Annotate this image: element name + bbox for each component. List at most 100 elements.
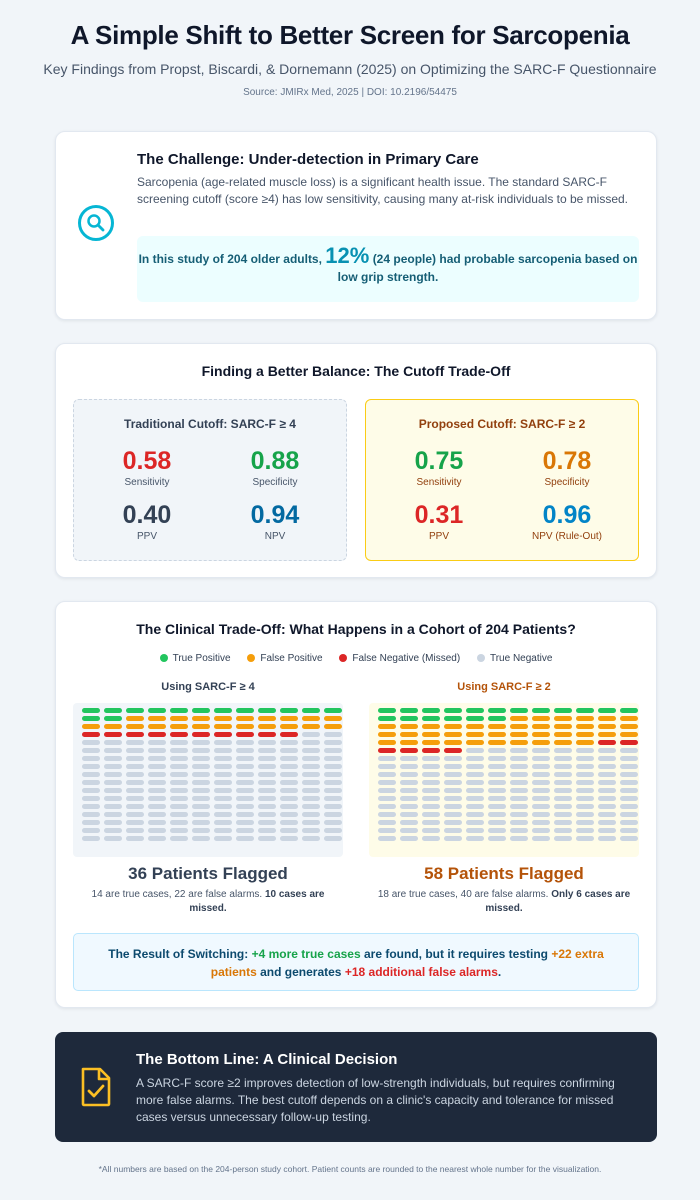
true-positive-pill xyxy=(554,708,572,713)
true-negative-pill xyxy=(126,740,144,745)
tradeoff-title: The Clinical Trade-Off: What Happens in … xyxy=(136,621,576,637)
true-positive-pill xyxy=(466,716,484,721)
true-negative-pill xyxy=(82,780,100,785)
true-negative-pill xyxy=(170,764,188,769)
true-negative-pill xyxy=(444,788,462,793)
true-negative-pill xyxy=(324,780,342,785)
true-negative-pill xyxy=(466,804,484,809)
true-negative-pill xyxy=(236,836,254,841)
false-positive-pill xyxy=(488,724,506,729)
true-negative-pill xyxy=(126,828,144,833)
true-negative-pill xyxy=(532,820,550,825)
true-negative-pill xyxy=(214,756,232,761)
desc-bold: Only 6 cases are missed. xyxy=(485,889,631,914)
true-negative-pill xyxy=(192,804,210,809)
pill-grid xyxy=(82,708,342,841)
true-negative-pill xyxy=(82,772,100,777)
false-positive-pill xyxy=(510,740,528,745)
true-negative-pill xyxy=(302,812,320,817)
true-negative-pill xyxy=(148,812,166,817)
true-negative-pill xyxy=(444,780,462,785)
true-negative-pill xyxy=(302,756,320,761)
true-negative-pill xyxy=(532,812,550,817)
false-positive-pill xyxy=(554,740,572,745)
true-negative-pill xyxy=(532,756,550,761)
true-negative-pill xyxy=(620,788,638,793)
true-negative-pill xyxy=(302,836,320,841)
true-negative-pill xyxy=(620,836,638,841)
true-negative-pill xyxy=(324,772,342,777)
true-negative-pill xyxy=(378,788,396,793)
desc-bold: 10 cases are missed. xyxy=(189,889,325,914)
true-negative-pill xyxy=(258,748,276,753)
true-negative-pill xyxy=(126,772,144,777)
metric-label: Specificity xyxy=(544,477,590,488)
true-negative-pill xyxy=(554,756,572,761)
false-positive-pill xyxy=(170,716,188,721)
true-negative-pill xyxy=(576,764,594,769)
true-negative-pill xyxy=(258,820,276,825)
false-positive-pill xyxy=(126,724,144,729)
true-negative-pill xyxy=(280,804,298,809)
true-negative-pill xyxy=(324,740,342,745)
true-negative-pill xyxy=(214,828,232,833)
true-negative-pill xyxy=(148,804,166,809)
true-negative-pill xyxy=(466,788,484,793)
true-negative-pill xyxy=(422,772,440,777)
true-negative-pill xyxy=(280,748,298,753)
false-positive-pill xyxy=(510,716,528,721)
true-negative-pill xyxy=(510,804,528,809)
false-negative-pill xyxy=(598,740,616,745)
true-negative-pill xyxy=(532,836,550,841)
true-positive-pill xyxy=(148,708,166,713)
true-negative-pill xyxy=(378,756,396,761)
false-positive-pill xyxy=(258,716,276,721)
true-negative-pill xyxy=(598,772,616,777)
true-negative-pill xyxy=(82,788,100,793)
true-negative-pill xyxy=(148,788,166,793)
true-negative-pill xyxy=(302,804,320,809)
true-negative-pill xyxy=(170,836,188,841)
metric-specificity: 0.88 Specificity xyxy=(215,447,335,488)
false-positive-pill xyxy=(532,724,550,729)
result-summary-box: The Result of Switching: +4 more true ca… xyxy=(73,933,639,991)
left-patient-grid xyxy=(73,703,343,857)
true-negative-pill xyxy=(378,780,396,785)
true-negative-pill xyxy=(554,780,572,785)
false-positive-pill xyxy=(576,740,594,745)
true-negative-pill xyxy=(510,820,528,825)
true-negative-pill xyxy=(466,756,484,761)
true-negative-pill xyxy=(576,804,594,809)
result-text: and generates xyxy=(260,965,342,979)
true-negative-pill xyxy=(302,780,320,785)
true-negative-pill xyxy=(576,780,594,785)
false-positive-pill xyxy=(422,724,440,729)
true-negative-pill xyxy=(576,820,594,825)
true-negative-pill xyxy=(126,756,144,761)
true-negative-pill xyxy=(598,828,616,833)
true-positive-pill xyxy=(510,708,528,713)
true-negative-pill xyxy=(444,804,462,809)
true-negative-pill xyxy=(148,828,166,833)
proposed-cutoff-box: Proposed Cutoff: SARC-F ≥ 2 0.75 Sensiti… xyxy=(365,399,639,561)
result-prefix: The Result of Switching: xyxy=(108,947,249,961)
true-negative-pill xyxy=(236,788,254,793)
true-negative-pill xyxy=(324,812,342,817)
true-negative-pill xyxy=(104,740,122,745)
true-negative-pill xyxy=(214,812,232,817)
true-negative-pill xyxy=(598,836,616,841)
desc-text: 14 are true cases, 22 are false alarms. xyxy=(91,889,263,900)
true-negative-pill xyxy=(488,836,506,841)
true-negative-pill xyxy=(466,812,484,817)
true-negative-pill xyxy=(378,804,396,809)
true-negative-pill xyxy=(148,796,166,801)
true-negative-pill xyxy=(488,828,506,833)
true-positive-pill xyxy=(532,708,550,713)
true-negative-pill xyxy=(104,756,122,761)
true-negative-pill xyxy=(466,828,484,833)
true-negative-pill xyxy=(532,788,550,793)
true-negative-pill xyxy=(576,772,594,777)
true-negative-pill xyxy=(598,748,616,753)
true-negative-pill xyxy=(170,740,188,745)
true-negative-pill xyxy=(444,828,462,833)
